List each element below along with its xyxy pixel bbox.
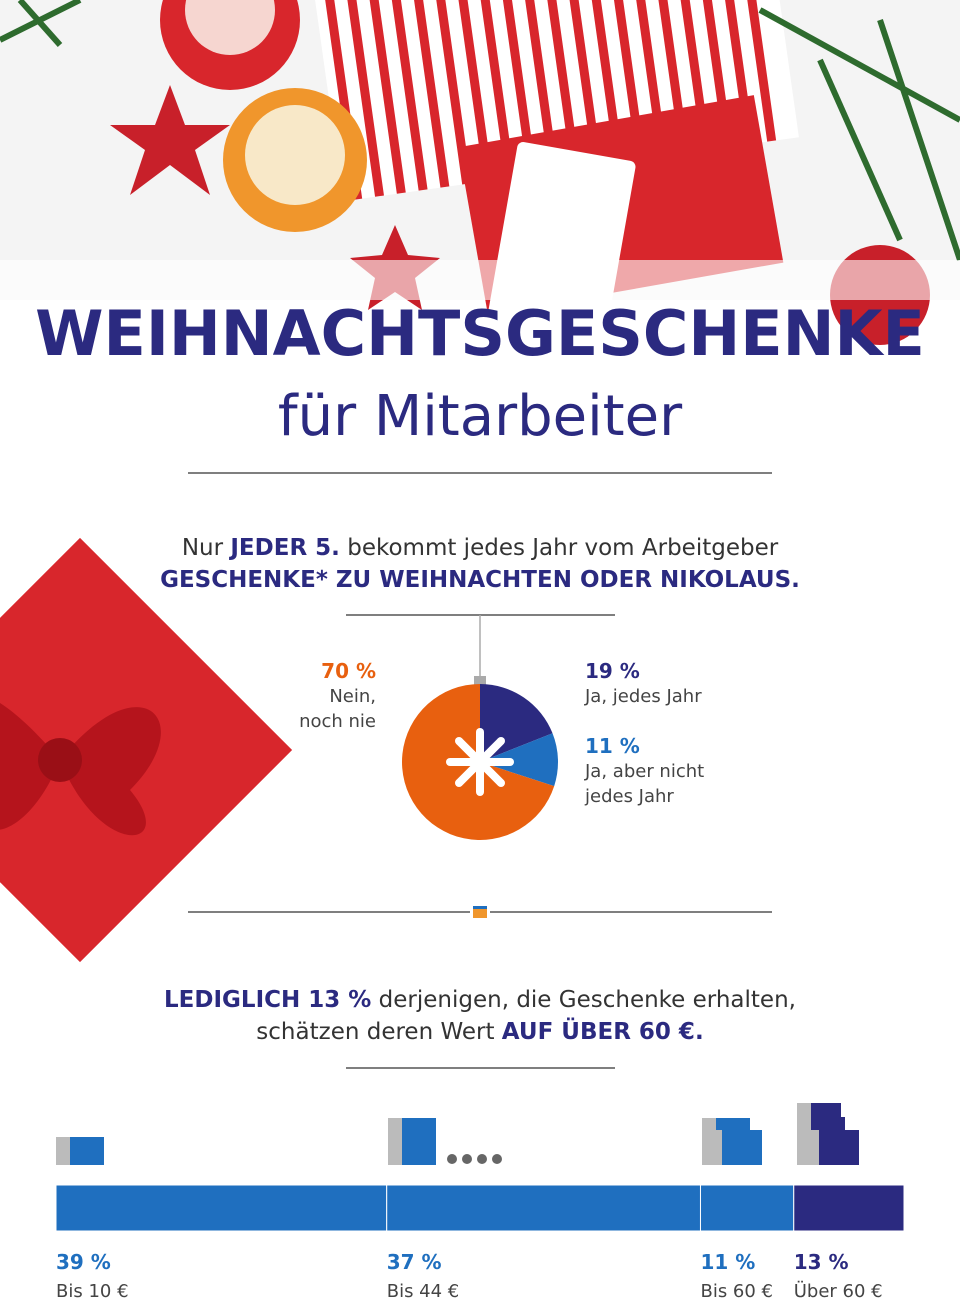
pie-value-label: 70 % — [321, 659, 376, 683]
gift-decoration — [0, 537, 293, 963]
pie-slice — [480, 733, 558, 787]
text-line: Nur JEDER 5. bekommt jedes Jahr vom Arbe… — [182, 535, 779, 561]
bar-segment — [386, 1184, 701, 1232]
bar-value-label: 11 % — [700, 1250, 756, 1274]
bar-category-label: Über 60 € — [793, 1281, 883, 1302]
gift-icon-ribbon — [473, 906, 487, 909]
strong-text: LEDIGLICH 13 % — [164, 987, 371, 1013]
strong-text: JEDER 5. — [228, 535, 340, 561]
stacked-bar-chart — [55, 1184, 905, 1232]
section1-text: Nur JEDER 5. bekommt jedes Jahr vom Arbe… — [160, 535, 800, 593]
text: derjenigen, die Geschenke erhalten, — [371, 987, 796, 1013]
bar-segment — [55, 1184, 388, 1232]
money-icons — [56, 1103, 859, 1165]
pie-value-label: 11 % — [585, 734, 640, 758]
bar-category-label: Bis 10 € — [56, 1281, 129, 1302]
star-icon — [446, 728, 514, 796]
bar-value-label: 39 % — [56, 1250, 111, 1274]
section2-text: LEDIGLICH 13 % derjenigen, die Geschenke… — [164, 987, 796, 1045]
text-line: LEDIGLICH 13 % derjenigen, die Geschenke… — [164, 987, 796, 1013]
subtitle: für Mitarbeiter — [278, 384, 683, 449]
bar-category-label: Bis 60 € — [700, 1281, 773, 1302]
pie-value-label: 19 % — [585, 659, 640, 683]
strong-text: AUF ÜBER 60 €. — [502, 1017, 704, 1045]
text-line: schätzen deren Wert AUF ÜBER 60 €. — [256, 1017, 703, 1045]
pie-category-label: Ja, jedes Jahr — [585, 686, 702, 707]
text-line: GESCHENKE* ZU WEIHNACHTEN ODER NIKOLAUS. — [160, 567, 800, 593]
text: Nur — [182, 535, 231, 561]
text: schätzen deren Wert — [256, 1019, 502, 1045]
title: WEIHNACHTSGESCHENKE — [35, 297, 925, 370]
pie-category-label: Nein, noch nie — [299, 686, 376, 732]
bar-segment — [793, 1184, 905, 1232]
ornament-cap — [474, 676, 486, 686]
photo-decoration — [0, 0, 960, 358]
bar-value-label: 13 % — [793, 1250, 849, 1274]
strong-text: GESCHENKE* ZU WEIHNACHTEN ODER NIKOLAUS. — [160, 567, 800, 593]
bar-value-label: 37 % — [386, 1250, 442, 1274]
text: bekommt jedes Jahr vom Arbeitgeber — [340, 535, 779, 561]
bar-segment — [699, 1184, 795, 1232]
bar-category-label: Bis 44 € — [386, 1281, 460, 1302]
pie-category-label: Ja, aber nicht jedes Jahr — [585, 761, 705, 807]
